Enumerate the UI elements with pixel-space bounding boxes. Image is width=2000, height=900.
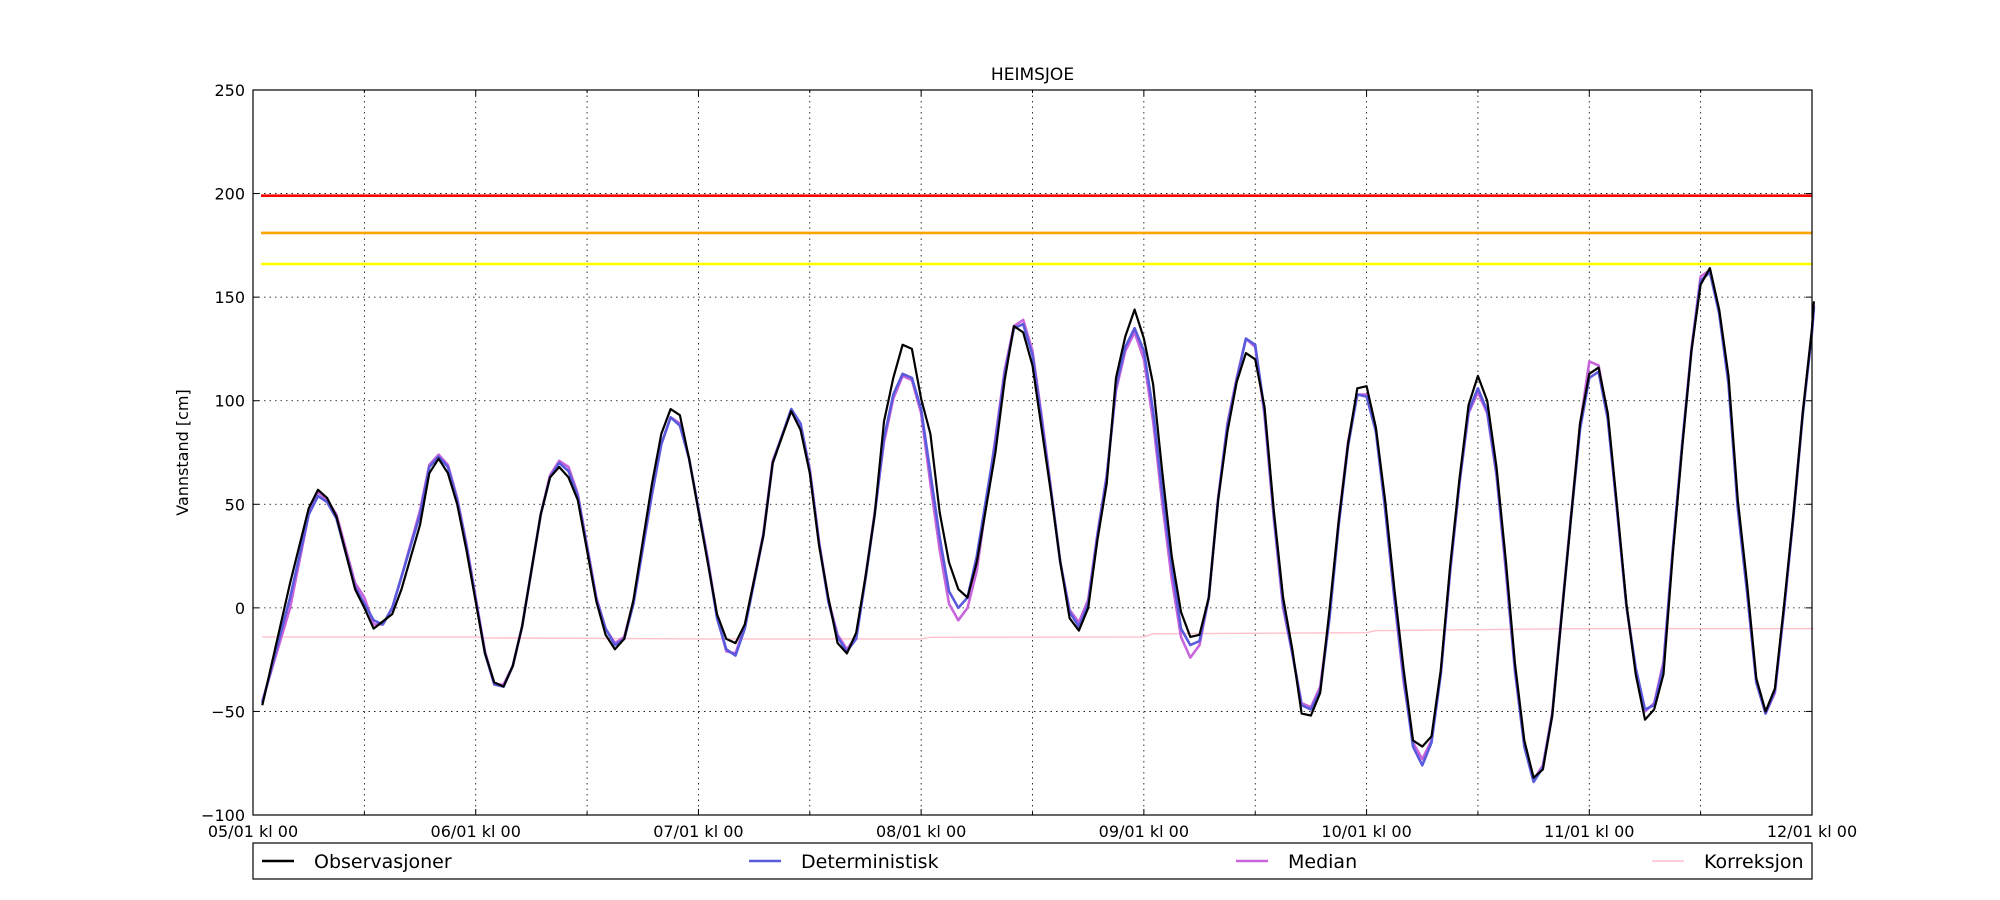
x-tick-label: 10/01 kl 00 <box>1321 822 1411 841</box>
y-tick-label: 100 <box>214 392 245 411</box>
legend-box <box>252 842 1813 880</box>
x-tick-label: 05/01 kl 00 <box>208 822 298 841</box>
legend-label-observasjoner: Observasjoner <box>314 851 452 873</box>
y-tick-label: 250 <box>214 81 245 100</box>
x-tick-label: 11/01 kl 00 <box>1544 822 1634 841</box>
y-tick-label: 150 <box>214 288 245 307</box>
x-tick-label: 08/01 kl 00 <box>876 822 966 841</box>
y-tick-label: 200 <box>214 185 245 204</box>
x-tick-label: 09/01 kl 00 <box>1099 822 1189 841</box>
y-tick-label: 0 <box>235 599 245 618</box>
threshold-lines <box>261 194 1812 266</box>
y-tick-label: −100 <box>201 806 245 825</box>
legend-label-median: Median <box>1288 851 1357 873</box>
chart-title: HEIMSJOE <box>991 65 1074 85</box>
x-tick-label: 06/01 kl 00 <box>431 822 521 841</box>
series-line-observasjoner <box>261 267 1815 779</box>
y-axis-label: Vannstand [cm] <box>173 389 192 515</box>
series-line-korreksjon <box>262 627 1814 640</box>
series-lines <box>261 267 1816 784</box>
axis-ticks: −100 −50 0 50 100 150 200 250 05/01 kl 00 06/01 k… <box>201 81 1857 841</box>
x-tick-label: 07/01 kl 00 <box>653 822 743 841</box>
legend-label-korreksjon: Korreksjon <box>1704 851 1804 873</box>
y-tick-label: 50 <box>225 495 245 514</box>
series-line-deterministisk <box>261 271 1816 784</box>
legend-label-deterministisk: Deterministisk <box>801 851 939 873</box>
x-tick-label: 12/01 kl 00 <box>1767 822 1857 841</box>
series-line-median <box>261 268 1816 782</box>
y-tick-label: −50 <box>211 702 245 721</box>
legend: Observasjoner Deterministisk Median Korreks… <box>252 842 1813 880</box>
